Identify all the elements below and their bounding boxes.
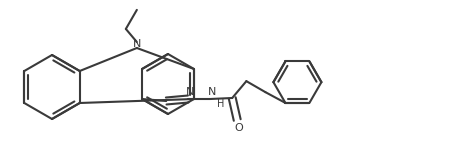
Text: N: N xyxy=(133,39,141,49)
Text: N: N xyxy=(186,87,195,97)
Text: O: O xyxy=(235,123,243,133)
Text: H: H xyxy=(217,99,224,109)
Text: N: N xyxy=(208,87,216,97)
